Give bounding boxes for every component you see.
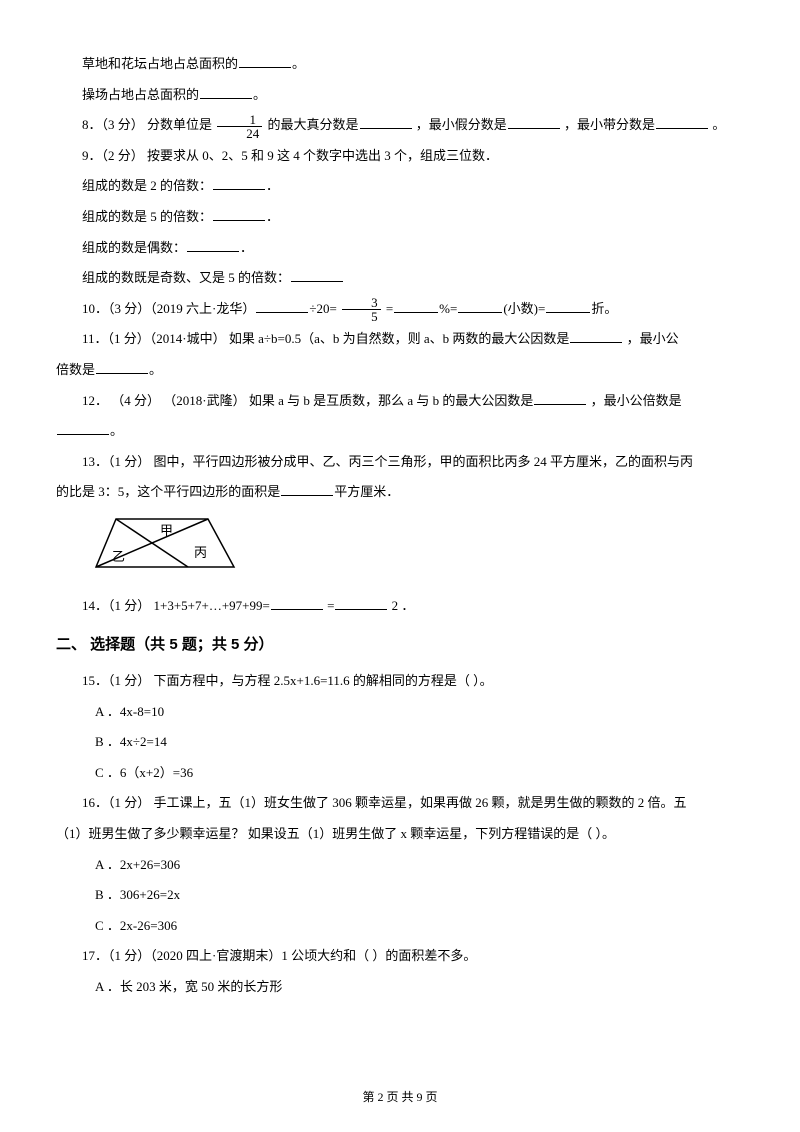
blank xyxy=(570,330,622,343)
text: = xyxy=(324,598,335,613)
q16-a: A ．2x+26=306 xyxy=(56,851,744,880)
text: 的最大真分数是 xyxy=(264,117,358,132)
text: = xyxy=(383,301,394,316)
text: %= xyxy=(439,301,457,316)
q16-b: B ．306+26=2x xyxy=(56,881,744,910)
blank xyxy=(534,392,586,405)
q17: 17．（1 分）（2020 四上·官渡期末）1 公顷大约和（ ）的面积差不多。 xyxy=(56,942,744,971)
fraction: 124 xyxy=(217,113,262,140)
q17-a: A ．长 203 米，宽 50 米的长方形 xyxy=(56,973,744,1002)
blank xyxy=(458,300,502,313)
q10: 10．（3 分）（2019 六上·龙华） ÷20= 35 = %= (小数)= 折。 xyxy=(56,295,744,324)
q13-line1: 13．（1 分） 图中，平行四边形被分成甲、乙、丙三个三角形，甲的面积比丙多 2… xyxy=(56,448,744,477)
intro-line-1: 草地和花坛占地占总面积的 。 xyxy=(56,50,744,79)
text: 折。 xyxy=(591,301,617,316)
text: 组成的数是偶数： xyxy=(82,240,186,255)
parallelogram-svg: 甲 乙 丙 xyxy=(88,513,238,575)
q16-line2: （1）班男生做了多少颗幸运星？ 如果设五（1）班男生做了 x 颗幸运星，下列方程… xyxy=(56,820,744,849)
denominator: 5 xyxy=(342,310,381,323)
label-bing: 丙 xyxy=(194,545,207,560)
q14: 14．（1 分） 1+3+5+7+…+97+99= = 2 ． xyxy=(56,592,744,621)
label-jia: 甲 xyxy=(160,523,173,538)
text: 14．（1 分） 1+3+5+7+…+97+99= xyxy=(82,598,270,613)
blank xyxy=(187,239,239,252)
blank xyxy=(213,208,265,221)
blank xyxy=(256,300,308,313)
text: (小数)= xyxy=(503,301,545,316)
q15-c: C ．6（x+2）=36 xyxy=(56,759,744,788)
text: 操场占地占总面积的 xyxy=(82,87,199,102)
q8: 8．（3 分） 分数单位是 124 的最大真分数是 ，最小假分数是 ，最小带分数… xyxy=(56,111,744,140)
denominator: 24 xyxy=(217,127,262,140)
text: 。 xyxy=(253,87,266,102)
blank xyxy=(508,116,560,129)
blank xyxy=(656,116,708,129)
blank xyxy=(271,597,323,610)
text: ． xyxy=(240,240,253,255)
q16-line1: 16．（1 分） 手工课上，五（1）班女生做了 306 颗幸运星，如果再做 26… xyxy=(56,789,744,818)
text: 草地和花坛占地占总面积的 xyxy=(82,56,238,71)
blank xyxy=(239,55,291,68)
text: 。 xyxy=(292,56,305,71)
text: 。 xyxy=(709,117,725,132)
q16-c: C ．2x-26=306 xyxy=(56,912,744,941)
parallelogram-diagram: 甲 乙 丙 xyxy=(88,513,744,586)
blank xyxy=(57,422,109,435)
blank xyxy=(394,300,438,313)
text: ，最小公 xyxy=(623,331,678,346)
q9-2: 组成的数是 5 的倍数： ． xyxy=(56,203,744,232)
text: 2 ． xyxy=(388,598,414,613)
q13-line2: 的比是 3：5，这个平行四边形的面积是 平方厘米． xyxy=(56,478,744,507)
blank xyxy=(546,300,590,313)
q12-line2: 。 xyxy=(56,417,744,446)
text: ÷20= xyxy=(309,301,340,316)
text: 组成的数是 2 的倍数： xyxy=(82,178,212,193)
page-footer: 第 2 页 共 9 页 xyxy=(0,1084,800,1110)
q15-a: A ．4x-8=10 xyxy=(56,698,744,727)
text: 平方厘米． xyxy=(334,484,399,499)
q9: 9．（2 分） 按要求从 0、2、5 和 9 这 4 个数字中选出 3 个，组成… xyxy=(56,142,744,171)
section-2-title: 二、 选择题（共 5 题；共 5 分） xyxy=(56,628,744,661)
text: ． xyxy=(266,178,279,193)
text: ，最小假分数是 xyxy=(413,117,507,132)
text: ，最小带分数是 xyxy=(561,117,655,132)
text: 。 xyxy=(110,423,123,438)
text: 组成的数是 5 的倍数： xyxy=(82,209,212,224)
text: 的比是 3：5，这个平行四边形的面积是 xyxy=(56,484,280,499)
text: ，最小公倍数是 xyxy=(587,393,681,408)
intro-line-2: 操场占地占总面积的 。 xyxy=(56,81,744,110)
blank xyxy=(213,177,265,190)
q9-1: 组成的数是 2 的倍数： ． xyxy=(56,172,744,201)
label-yi: 乙 xyxy=(112,549,125,564)
blank xyxy=(291,269,343,282)
q9-3: 组成的数是偶数： ． xyxy=(56,234,744,263)
text: ． xyxy=(266,209,279,224)
blank xyxy=(360,116,412,129)
blank xyxy=(335,597,387,610)
q11-line2: 倍数是 。 xyxy=(56,356,744,385)
text: 10．（3 分）（2019 六上·龙华） xyxy=(82,301,255,316)
blank xyxy=(96,361,148,374)
q11-line1: 11．（1 分）（2014·城中） 如果 a÷b=0.5（a、b 为自然数，则 … xyxy=(56,325,744,354)
numerator: 3 xyxy=(342,296,381,310)
text: 倍数是 xyxy=(56,362,95,377)
numerator: 1 xyxy=(217,113,262,127)
text: 组成的数既是奇数、又是 5 的倍数： xyxy=(82,270,290,285)
q15-b: B ．4x÷2=14 xyxy=(56,728,744,757)
blank xyxy=(200,86,252,99)
q9-4: 组成的数既是奇数、又是 5 的倍数： xyxy=(56,264,744,293)
text: 。 xyxy=(149,362,162,377)
text: 11．（1 分）（2014·城中） 如果 a÷b=0.5（a、b 为自然数，则 … xyxy=(82,331,569,346)
blank xyxy=(281,483,333,496)
fraction: 35 xyxy=(342,296,381,323)
text: 8．（3 分） 分数单位是 xyxy=(82,117,215,132)
q15: 15．（1 分） 下面方程中，与方程 2.5x+1.6=11.6 的解相同的方程… xyxy=(56,667,744,696)
q12-line1: 12． （4 分） （2018·武隆） 如果 a 与 b 是互质数，那么 a 与… xyxy=(56,387,744,416)
text: 12． （4 分） （2018·武隆） 如果 a 与 b 是互质数，那么 a 与… xyxy=(82,393,533,408)
